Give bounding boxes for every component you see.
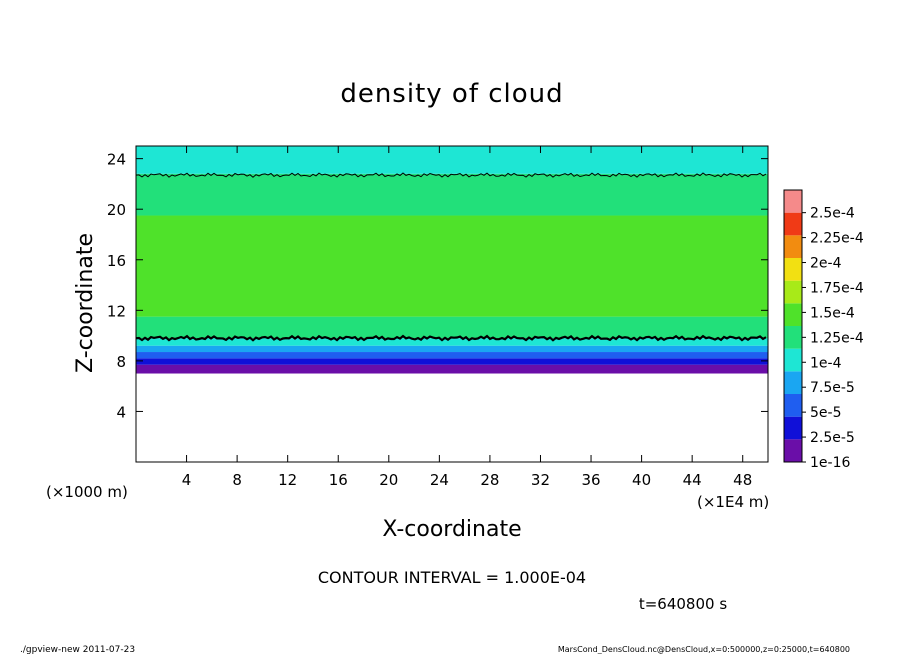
x-tick-label: 12: [278, 471, 297, 489]
colorbar-label: 1.25e-4: [810, 330, 864, 346]
colorbar-swatch-11: [784, 190, 802, 213]
x-axis-ticks: 4 8 12 16 20 24 28 32 36 40 44 48: [182, 146, 752, 489]
y-tick-label: 12: [107, 302, 126, 320]
field-band-8: [136, 146, 768, 174]
contour-interval-text: CONTOUR INTERVAL = 1.000E-04: [318, 568, 586, 587]
colorbar-swatch-6: [784, 303, 802, 326]
y-tick-label: 8: [116, 353, 126, 371]
x-unit-right-label: (×1E4 m): [697, 493, 769, 511]
contour-line-0: [135, 334, 767, 342]
time-stamp-text: t=640800 s: [639, 595, 727, 613]
colorbar-label: 5e-5: [810, 405, 841, 421]
field-band-5: [136, 316, 768, 339]
y-tick-label: 20: [107, 201, 126, 219]
colorbar-swatch-2: [784, 394, 802, 417]
x-tick-label: 8: [232, 471, 242, 489]
chart-title: density of cloud: [340, 79, 563, 109]
x-tick-label: 28: [480, 471, 499, 489]
x-unit-left-label: (×1000 m): [46, 483, 128, 501]
footer-right-text: MarsCond_DensCloud.nc@DensCloud,x=0:5000…: [558, 645, 850, 654]
field-band-7: [136, 173, 768, 216]
colorbar-swatch-1: [784, 416, 802, 440]
x-tick-label: 48: [733, 471, 752, 489]
y-axis-ticks: 4 8 12 16 20 24: [107, 151, 768, 421]
colorbar-label: 7.5e-5: [810, 380, 855, 396]
x-tick-label: 24: [430, 471, 449, 489]
field-band-4: [136, 338, 768, 346]
colorbar-label: 2.5e-4: [810, 206, 855, 222]
colorbar-swatch-9: [784, 235, 802, 258]
colorbar-label: 2.5e-5: [810, 430, 855, 446]
colorbar-label: 1.75e-4: [810, 280, 864, 296]
colorbar-label: 2.25e-4: [810, 231, 864, 247]
x-tick-label: 20: [379, 471, 398, 489]
field-band-2: [136, 352, 768, 359]
colorbar-swatch-8: [784, 258, 802, 281]
x-axis-label: X-coordinate: [382, 517, 521, 542]
colorbar-swatch-0: [784, 439, 802, 462]
colorbar-frame: [783, 189, 803, 463]
colorbar-swatch-7: [784, 280, 802, 304]
y-axis-label: Z-coordinate: [73, 233, 98, 373]
x-tick-label: 16: [329, 471, 348, 489]
colorbar-swatch-4: [784, 348, 802, 372]
plot-area: [135, 145, 769, 463]
plot-frame: [135, 145, 769, 463]
colorbar-swatch-10: [784, 212, 802, 236]
x-tick-label: 40: [632, 471, 651, 489]
colorbar-label: 1e-16: [810, 455, 850, 471]
field-band-3: [136, 345, 768, 353]
x-tick-label: 4: [182, 471, 192, 489]
y-tick-label: 16: [107, 252, 126, 270]
colorbar: 1e-16 2.5e-5 5e-5 7.5e-5 1e-4 1.25e-4 1.5e-4 1.…: [783, 189, 864, 471]
colorbar-label: 2e-4: [810, 256, 842, 272]
colorbar-label: 1e-4: [810, 355, 842, 371]
y-tick-label: 24: [107, 151, 126, 169]
field-band-6: [136, 215, 768, 317]
colorbar-label: 1.5e-4: [810, 305, 855, 321]
y-tick-label: 4: [116, 403, 126, 421]
colorbar-swatch-3: [784, 371, 802, 394]
colorbar-swatch-5: [784, 326, 802, 349]
field-band-1: [136, 358, 768, 365]
footer-left-text: ./gpview-new 2011-07-23: [20, 645, 135, 654]
contour-line-1: [135, 172, 767, 178]
x-tick-label: 44: [683, 471, 702, 489]
x-tick-label: 32: [531, 471, 550, 489]
field-band-0: [136, 364, 768, 374]
x-tick-label: 36: [581, 471, 600, 489]
